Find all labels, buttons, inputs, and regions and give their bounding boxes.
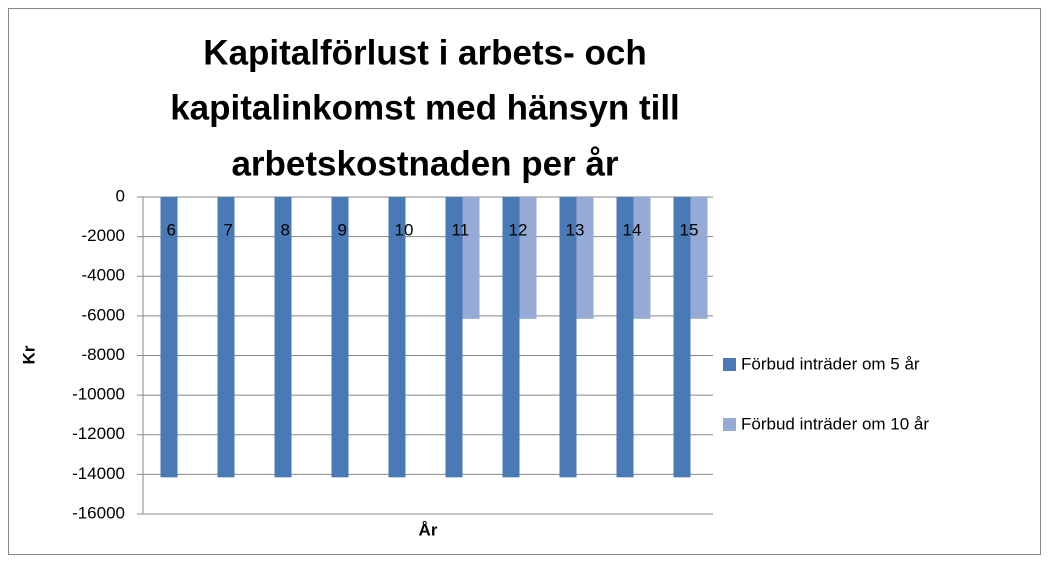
bar: [633, 197, 651, 319]
y-tick-label: -10000: [72, 385, 125, 404]
x-tick-label: 10: [395, 220, 414, 239]
bar: [445, 197, 463, 478]
x-tick-label: 13: [566, 220, 585, 239]
bar: [673, 197, 691, 478]
x-tick-label: 9: [338, 220, 347, 239]
y-axis-label: Kr: [19, 345, 38, 364]
x-tick-label: 11: [452, 220, 470, 239]
y-tick-label: 0: [116, 186, 125, 205]
bar: [576, 197, 594, 319]
y-tick-label: -12000: [72, 424, 125, 443]
bar: [331, 197, 349, 478]
bar: [616, 197, 634, 478]
x-tick-label: 8: [281, 220, 290, 239]
bar: [502, 197, 520, 478]
bar: [462, 197, 480, 319]
legend-label: Förbud inträder om 10 år: [741, 414, 929, 433]
y-tick-label: -4000: [82, 266, 125, 285]
bar: [217, 197, 235, 478]
legend-swatch: [723, 418, 736, 431]
bar: [274, 197, 292, 478]
x-tick-label: 6: [167, 220, 176, 239]
chart-title: kapitalinkomst med hänsyn till: [170, 88, 680, 127]
y-tick-label: -8000: [82, 345, 125, 364]
chart-title: arbetskostnaden per år: [231, 144, 618, 183]
legend-label: Förbud inträder om 5 år: [741, 354, 920, 373]
x-axis-label: År: [419, 520, 438, 539]
bar: [160, 197, 178, 478]
y-tick-label: -6000: [82, 305, 125, 324]
bar: [690, 197, 708, 319]
x-tick-label: 7: [224, 220, 233, 239]
y-tick-label: -16000: [72, 503, 125, 522]
bar: [519, 197, 537, 319]
x-tick-label: 14: [623, 220, 642, 239]
y-tick-label: -14000: [72, 464, 125, 483]
bar: [559, 197, 577, 478]
bar: [388, 197, 406, 478]
legend-swatch: [723, 358, 736, 371]
x-tick-label: 15: [680, 220, 699, 239]
y-tick-label: -2000: [82, 226, 125, 245]
chart-title: Kapitalförlust i arbets- och: [203, 33, 646, 72]
x-tick-label: 12: [509, 220, 528, 239]
